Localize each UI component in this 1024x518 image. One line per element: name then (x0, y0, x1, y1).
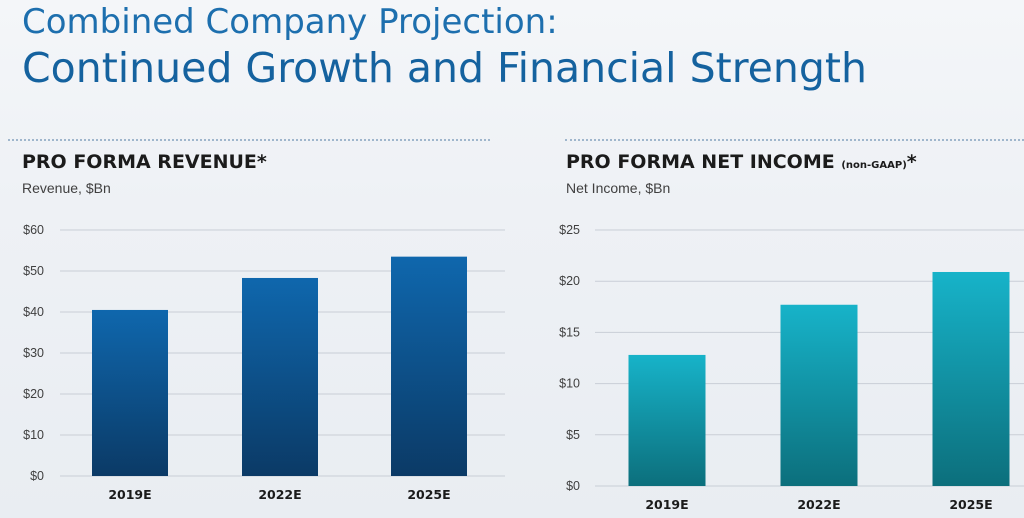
revenue-category-label: 2022E (258, 487, 301, 502)
income-ytick-label: $20 (559, 274, 580, 288)
revenue-ytick-label: $60 (23, 223, 44, 237)
right-divider (565, 139, 1024, 141)
revenue-chart-title: PRO FORMA REVENUE* (22, 151, 267, 173)
revenue-category-label: 2019E (108, 487, 151, 502)
income-bar-2025E (932, 271, 1010, 486)
income-category-label: 2025E (949, 497, 992, 512)
revenue-ytick-label: $30 (23, 346, 44, 360)
income-ytick-label: $15 (559, 325, 580, 339)
income-title-main: PRO FORMA NET INCOME (566, 151, 842, 173)
revenue-category-label: 2025E (407, 487, 450, 502)
income-title-qualifier: (non-GAAP) (841, 160, 907, 171)
revenue-ytick-label: $50 (23, 264, 44, 278)
income-category-label: 2022E (797, 497, 840, 512)
revenue-bar-2025E (391, 256, 467, 476)
income-bar-2022E (780, 304, 858, 486)
income-category-label: 2019E (645, 497, 688, 512)
page-title-line2: Continued Growth and Financial Strength (22, 44, 867, 92)
income-chart-subtitle: Net Income, $Bn (566, 180, 671, 196)
revenue-ytick-label: $0 (30, 469, 44, 483)
revenue-ytick-label: $20 (23, 387, 44, 401)
revenue-ytick-label: $10 (23, 428, 44, 442)
revenue-ytick-label: $40 (23, 305, 44, 319)
income-ytick-label: $25 (559, 223, 580, 237)
left-divider (8, 139, 490, 141)
income-ytick-label: $10 (559, 377, 580, 391)
income-title-star: * (906, 151, 917, 173)
revenue-bar-2022E (242, 277, 318, 476)
revenue-chart-subtitle: Revenue, $Bn (22, 180, 111, 196)
revenue-bar-2019E (92, 309, 168, 476)
income-ytick-label: $0 (566, 479, 580, 493)
income-chart-title: PRO FORMA NET INCOME (non-GAAP)* (566, 151, 917, 173)
page-title-line1: Combined Company Projection: (22, 2, 558, 42)
income-bar-2019E (628, 354, 706, 486)
income-ytick-label: $5 (566, 428, 580, 442)
